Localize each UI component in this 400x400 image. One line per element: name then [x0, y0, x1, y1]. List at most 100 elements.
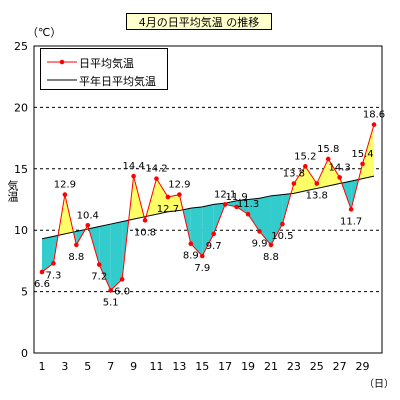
data-point-30: [371, 122, 377, 127]
data-point-11: [154, 176, 159, 181]
data-point-18: [234, 204, 239, 210]
data-label-18: 11.9: [225, 192, 247, 203]
data-label-17: 12.1: [214, 189, 236, 200]
fill-segment-25: [316, 158, 329, 189]
data-label-19: 11.3: [237, 199, 259, 210]
legend-label-normal: 平年日平均気温: [79, 75, 156, 88]
data-label-28: 11.7: [340, 216, 362, 227]
data-label-9: 14.4: [122, 161, 144, 172]
fill-segment-21: [270, 194, 283, 245]
fill-segment-26: [328, 158, 340, 186]
data-point-10: [142, 218, 148, 223]
data-point-13: [177, 192, 182, 197]
chart-title: 4月の日平均気温 の推移: [126, 13, 272, 30]
legend: 日平均気温 平年日平均気温: [40, 48, 168, 90]
y-tick-label-10: 10: [14, 224, 28, 237]
x-tick-label-27: 27: [333, 360, 347, 373]
data-point-17: [222, 202, 228, 207]
data-point-16: [211, 231, 217, 237]
fill-segment-7: [110, 221, 123, 291]
data-point-28: [348, 207, 354, 212]
x-tick-label-9: 9: [130, 360, 137, 373]
y-unit-label: （℃）: [27, 26, 62, 39]
data-label-13: 12.9: [168, 180, 190, 191]
data-point-12: [165, 194, 171, 200]
data-label-3: 12.9: [54, 180, 76, 191]
x-tick-label-29: 29: [356, 360, 370, 373]
fill-segment-14: [190, 206, 203, 256]
x-tick-label-21: 21: [264, 360, 278, 373]
data-point-26: [325, 156, 331, 162]
data-label-1: 6.6: [34, 279, 50, 290]
data-label-16: 9.7: [206, 241, 222, 252]
y-tick-label-15: 15: [14, 163, 28, 176]
fill-segment-12: [167, 194, 180, 212]
data-point-29: [360, 161, 365, 167]
data-label-15: 7.9: [194, 263, 210, 274]
legend-marker-normal: [47, 79, 77, 81]
x-tick-label-3: 3: [61, 360, 68, 373]
x-tick-label-23: 23: [287, 360, 301, 373]
data-label-2: 7.3: [45, 270, 61, 281]
series-line-daily: [41, 124, 375, 292]
data-label-27: 14.3: [329, 162, 351, 173]
fill-segment-17: [225, 200, 237, 207]
data-label-7: 5.1: [103, 297, 119, 308]
y-tick-label-5: 5: [21, 286, 28, 299]
data-label-6: 7.2: [91, 272, 107, 283]
series-line-normal: [41, 175, 375, 240]
y-axis-label: 気温: [6, 180, 19, 202]
data-point-15: [199, 253, 205, 259]
x-tick-label-17: 17: [218, 360, 232, 373]
data-point-4: [74, 242, 79, 248]
data-point-9: [131, 173, 136, 179]
data-point-8: [119, 277, 125, 282]
data-point-7: [108, 288, 113, 293]
legend-marker-daily: [47, 59, 77, 65]
data-label-23: 13.8: [283, 169, 305, 180]
legend-item-normal: 平年日平均気温: [41, 72, 167, 88]
y-tick-label-20: 20: [14, 101, 28, 114]
x-tick-label-25: 25: [310, 360, 324, 373]
fill-segment-19: [248, 198, 260, 232]
data-point-2: [51, 261, 56, 266]
x-tick-label-11: 11: [149, 360, 163, 373]
data-label-25: 13.8: [306, 191, 328, 202]
y-tick-label-0: 0: [21, 347, 28, 360]
data-point-1: [39, 269, 45, 275]
fill-segment-23: [293, 166, 306, 194]
fill-segment-24: [305, 166, 317, 191]
data-label-4: 8.8: [68, 252, 84, 263]
data-label-24: 15.2: [294, 151, 316, 162]
data-label-12: 12.7: [157, 204, 179, 215]
data-label-5: 10.4: [77, 210, 99, 221]
data-label-10: 10.8: [134, 227, 156, 238]
data-label-29: 15.4: [351, 149, 373, 160]
data-label-11: 14.2: [145, 164, 167, 175]
data-label-20: 9.9: [252, 238, 268, 249]
x-tick-label-5: 5: [84, 360, 91, 373]
x-tick-label-7: 7: [107, 360, 114, 373]
data-point-22: [280, 221, 285, 227]
data-label-22: 10.5: [271, 231, 293, 242]
data-point-25: [314, 181, 320, 186]
x-tick-label-13: 13: [172, 360, 186, 373]
data-label-21: 8.8: [263, 252, 279, 263]
x-tick-label-15: 15: [195, 360, 209, 373]
fill-segment-18: [236, 199, 249, 215]
legend-label-daily: 日平均気温: [79, 57, 134, 70]
data-point-3: [62, 192, 68, 197]
data-point-21: [268, 242, 274, 248]
data-label-30: 18.6: [363, 110, 385, 121]
data-point-14: [188, 241, 194, 247]
x-unit-label: （日）: [364, 379, 394, 390]
data-label-8: 6.0: [114, 286, 130, 297]
data-label-14: 8.9: [183, 251, 199, 262]
data-point-19: [245, 211, 251, 217]
fill-segment-1: [42, 236, 54, 272]
data-point-24: [303, 164, 308, 169]
plot-area: [33, 45, 383, 354]
x-tick-label-19: 19: [241, 360, 255, 373]
data-label-26: 15.8: [317, 144, 339, 155]
